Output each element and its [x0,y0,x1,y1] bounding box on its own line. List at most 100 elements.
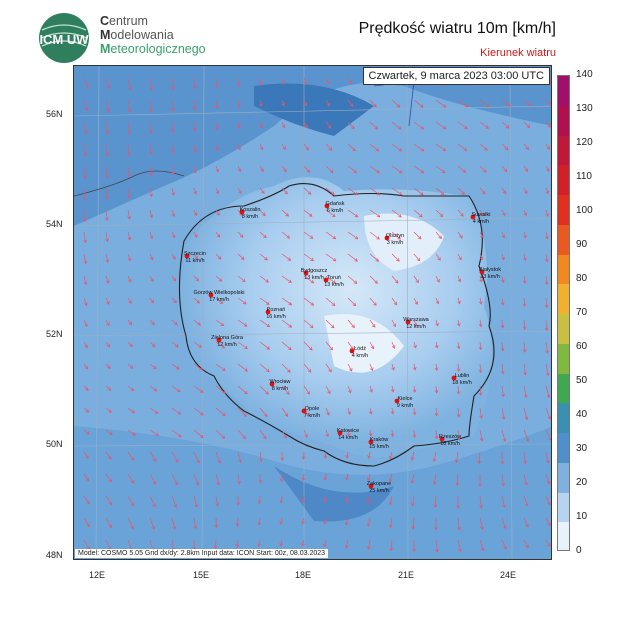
wind-arrow-head [220,322,225,326]
wind-arrow [237,473,240,484]
wind-arrow [127,77,132,90]
wind-arrow [215,473,220,485]
wind-arrow-head [128,86,132,91]
city-name: Koszalin [240,207,261,213]
wind-arrow [237,253,245,260]
wind-arrow [523,451,526,464]
wind-arrow-head [213,545,218,550]
wind-arrow [127,275,132,283]
wind-arrow [105,319,110,326]
wind-arrow-head [84,365,89,370]
wind-arrow [367,517,371,527]
wind-arrow [501,99,511,107]
wind-arrow-head [106,85,111,90]
wind-arrow-head [106,301,110,305]
city-wind-speed: 14 km/h [338,435,358,441]
wind-arrow [281,297,292,306]
wind-arrow-head [464,103,469,108]
wind-arrow-head [306,169,311,173]
wind-arrow [545,275,548,285]
wind-arrow [259,319,270,327]
wind-arrow [457,407,460,418]
wind-arrow-head [153,458,157,462]
city-marker [269,381,275,387]
city-marker [239,209,245,215]
city-wind-speed: 8 km/h [272,386,289,392]
wind-arrow-head [173,504,178,508]
wind-arrow-head [237,480,241,485]
wind-arrow [259,231,267,238]
wind-arrow [325,209,336,217]
wind-arrow [171,495,177,508]
city-name: Toruń [327,275,341,281]
wind-arrow-head [263,234,267,239]
city-name: Gorzów Wielkopolski [193,290,244,296]
wind-arrow [479,253,483,260]
wind-arrow [479,385,482,396]
wind-arrow [83,385,89,391]
wind-arrow [193,429,204,438]
wind-map: Koszalin 8 km/h Gdańsk 6 km/h Suwałki 4 km/h O… [73,65,552,560]
wind-arrow-head [548,438,551,441]
wind-arrow-head [305,146,309,151]
wind-arrow-head [500,461,505,465]
wind-arrow-head [283,435,287,439]
wind-arrow-head [216,481,220,486]
org-letter-m1: M [100,28,111,42]
wind-arrow-head [84,302,88,307]
wind-arrow [237,121,240,129]
wind-arrow [258,539,261,547]
wind-arrow [435,341,438,348]
wind-arrow-head [500,302,505,306]
wind-arrow-head [221,345,226,349]
wind-arrow [105,231,108,242]
wind-arrow [545,451,549,463]
wind-arrow [83,77,89,88]
wind-arrow-head [442,147,447,152]
wind-arrow [325,297,336,306]
wind-arrow [281,143,286,150]
wind-arrow [193,297,200,304]
wind-arrow-head [501,393,505,398]
wind-arrow-head [331,191,335,195]
wind-arrow-head [265,279,269,283]
wind-arrow-head [455,482,460,487]
wind-arrow [83,407,89,413]
wind-arrow-head [237,168,242,173]
wind-arrow [237,297,247,305]
wind-arrow [237,143,241,150]
wind-arrow-head [152,481,157,485]
wind-arrow [457,363,460,372]
wind-arrow [390,517,393,528]
wind-arrow-head [84,107,89,112]
wind-arrow-head [149,235,154,240]
wind-arrow-head [83,152,88,157]
wind-arrow [413,231,422,240]
wind-arrow-head [309,235,314,239]
wind-arrow-head [460,213,464,217]
wind-arrow-head [126,173,131,178]
wind-arrow [171,275,176,282]
wind-arrow [413,253,420,261]
wind-arrow [127,385,134,391]
wind-arrow-head [127,152,131,157]
wind-arrow-head [238,459,242,464]
wind-arrow-head [175,343,179,348]
wind-arrow [523,99,531,106]
wind-arrow-head [282,146,286,151]
wind-arrow-head [331,213,336,218]
wind-arrow [149,341,156,347]
wind-arrow-head [148,130,153,134]
wind-arrow-head [240,256,245,260]
wind-arrow [127,297,132,304]
wind-arrow-head [419,191,424,196]
wind-arrow [149,319,155,325]
colorbar-label: 100 [576,205,593,216]
wind-arrow [237,77,240,87]
wind-arrow [149,407,158,414]
wind-arrow [259,385,269,395]
city-name: Kraków [370,437,388,443]
city-marker [368,483,374,489]
wind-arrow-head [177,411,182,415]
